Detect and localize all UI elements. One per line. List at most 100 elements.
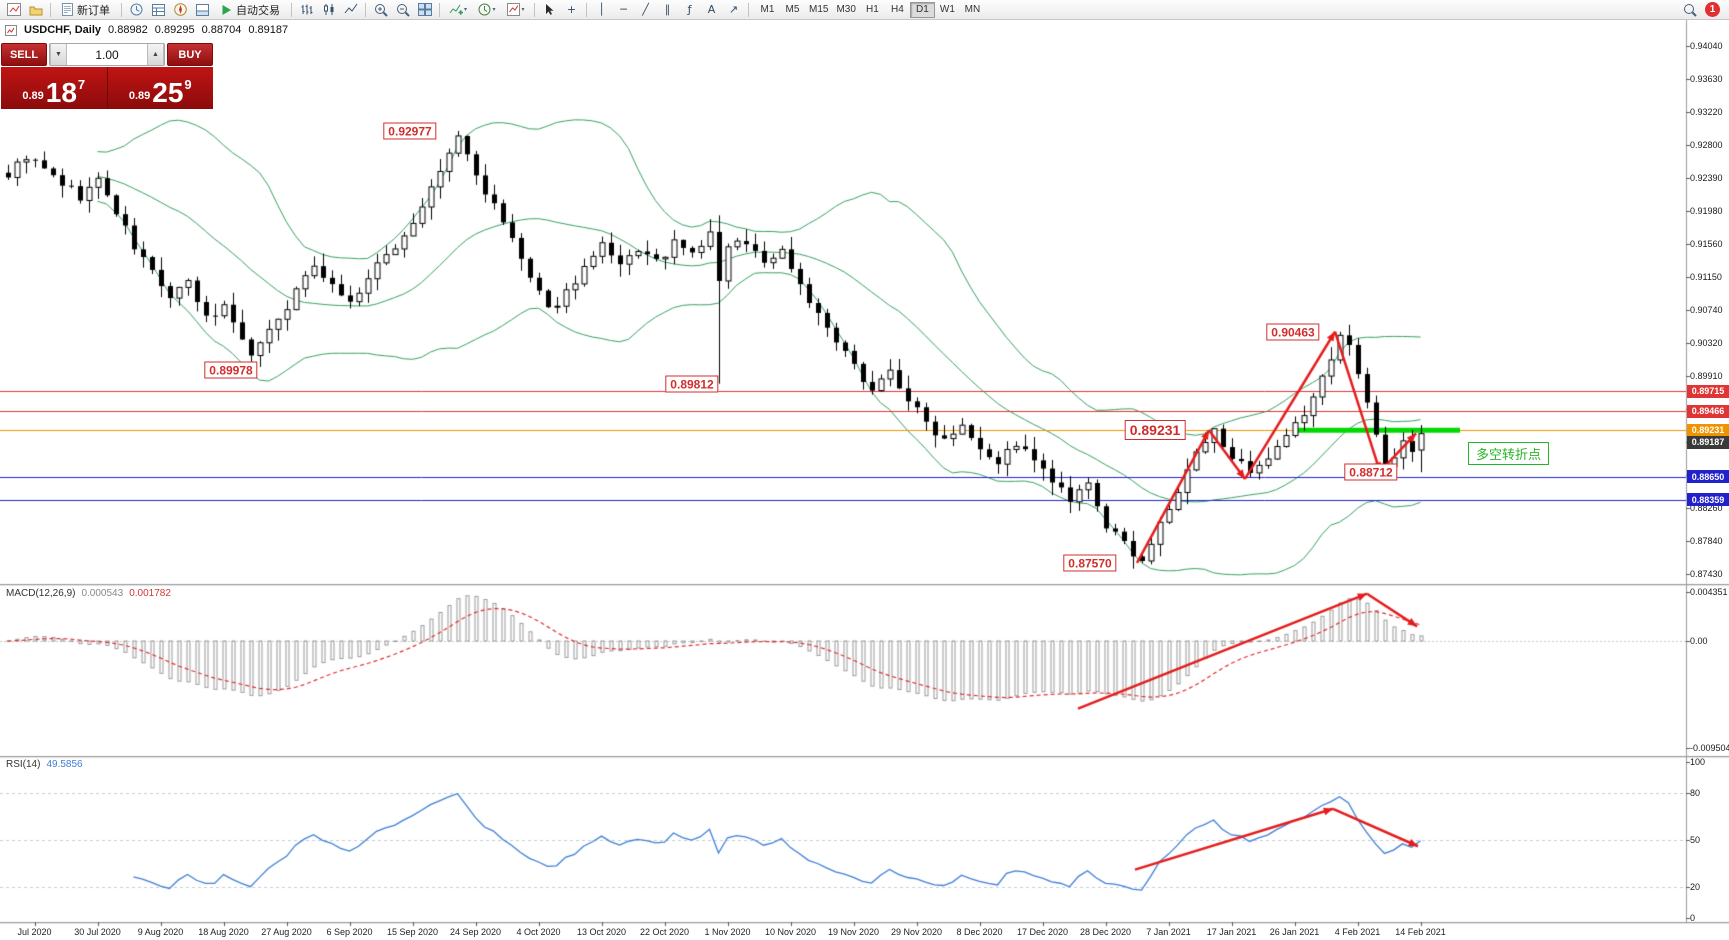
timeframe-button-mn[interactable]: MN xyxy=(960,2,985,18)
notification-badge[interactable]: 1 xyxy=(1705,2,1720,17)
price-axis-tick: 0.91150 xyxy=(1690,271,1722,282)
time-axis-label: 19 Nov 2020 xyxy=(827,927,880,937)
buy-price-display[interactable]: 0.89 25 9 xyxy=(107,67,213,109)
price-callout: 0.88712 xyxy=(1344,463,1398,481)
hline-price-tag: 0.89715 xyxy=(1687,384,1729,398)
ohlc-close-value: 0.89187 xyxy=(248,24,289,36)
timeframe-button-w1[interactable]: W1 xyxy=(935,2,960,18)
sell-button[interactable]: SELL xyxy=(1,43,47,66)
equidistant-channel-icon[interactable]: ∥ xyxy=(664,3,671,16)
time-axis-label: 28 Dec 2020 xyxy=(1079,927,1132,937)
chevron-down-icon: ▾ xyxy=(521,6,525,13)
terminal-icon[interactable] xyxy=(192,1,213,18)
price-axis-tick: 0.89910 xyxy=(1690,370,1723,381)
price-callout: 0.89978 xyxy=(204,361,258,379)
time-axis-label: 4 Oct 2020 xyxy=(516,927,561,937)
rsi-value: 49.5856 xyxy=(46,759,83,770)
navigator-icon[interactable] xyxy=(170,1,191,18)
price-callout: 0.87570 xyxy=(1063,554,1117,572)
vertical-line-icon[interactable]: │ xyxy=(598,3,605,16)
search-icon[interactable] xyxy=(1679,1,1700,18)
volume-decrease-button[interactable]: ▼ xyxy=(50,44,67,65)
price-axis-tick: 0.91980 xyxy=(1690,205,1723,216)
sell-price-display[interactable]: 0.89 18 7 xyxy=(1,67,108,109)
cursor-icon[interactable] xyxy=(539,1,560,18)
price-callout: 0.89812 xyxy=(665,375,719,393)
price-axis-tick: 0.94040 xyxy=(1690,41,1723,51)
rsi-axis-tick: 50 xyxy=(1690,835,1701,845)
timeframe-toolbar: M1 M5 M15 M30 H1 H4 D1 W1 MN xyxy=(755,1,985,18)
price-axis-tick: 0.90740 xyxy=(1690,304,1723,315)
chevron-down-icon: ▾ xyxy=(463,6,467,13)
macd-indicator-label: MACD(12,26,9) 0.000543 0.001782 xyxy=(6,588,171,599)
new-order-label: 新订单 xyxy=(77,4,110,17)
timeframe-button-m15[interactable]: M15 xyxy=(805,2,832,18)
buy-button[interactable]: BUY xyxy=(167,43,213,66)
volume-increase-button[interactable]: ▲ xyxy=(147,44,164,65)
buy-price-prefix: 0.89 xyxy=(128,90,151,102)
time-axis-label: 13 Oct 2020 xyxy=(576,927,627,937)
rsi-axis-tick: 20 xyxy=(1690,881,1701,892)
sell-price-prefix: 0.89 xyxy=(22,90,44,102)
sell-price-pip: 7 xyxy=(77,77,86,92)
bar-chart-icon[interactable] xyxy=(296,1,317,18)
horizontal-line-icon[interactable]: ─ xyxy=(620,3,627,16)
new-chart-icon[interactable] xyxy=(3,1,24,18)
toolbar-separator xyxy=(121,2,122,17)
time-axis-label: 10 Nov 2020 xyxy=(764,927,817,937)
macd-name: MACD(12,26,9) xyxy=(6,588,76,599)
price-callout: 0.92977 xyxy=(383,122,437,140)
volume-input[interactable] xyxy=(67,44,147,65)
time-axis-label: 14 Feb 2021 xyxy=(1395,927,1446,937)
timeframe-button-d1[interactable]: D1 xyxy=(909,1,935,18)
price-axis-tick: 0.92390 xyxy=(1690,172,1723,183)
one-click-trading-panel: SELL ▼ ▲ BUY 0.89 18 7 0.89 25 9 xyxy=(1,43,213,109)
time-axis-label: 7 Jan 2021 xyxy=(1146,927,1191,937)
hline-price-tag: 0.89231 xyxy=(1687,423,1729,437)
zoom-in-icon[interactable] xyxy=(370,1,391,18)
profiles-icon[interactable] xyxy=(25,1,46,18)
line-chart-icon[interactable] xyxy=(340,1,361,18)
price-axis-tick: 0.87430 xyxy=(1690,569,1723,579)
autotrading-button[interactable]: 自动交易 xyxy=(214,1,287,19)
candlestick-chart-icon[interactable] xyxy=(318,1,339,18)
text-label-icon[interactable]: A xyxy=(707,3,716,16)
market-watch-icon[interactable] xyxy=(126,1,147,18)
time-axis-label: Jul 2020 xyxy=(17,927,52,937)
time-axis-label: 22 Oct 2020 xyxy=(639,927,690,937)
indicators-menu-button[interactable]: ▾ xyxy=(444,1,472,18)
rsi-name: RSI(14) xyxy=(6,759,41,770)
turning-point-note: 多空转折点 xyxy=(1468,442,1550,465)
zoom-out-icon[interactable] xyxy=(392,1,413,18)
time-axis-label: 6 Sep 2020 xyxy=(326,927,373,937)
chevron-down-icon: ▾ xyxy=(492,6,496,13)
main-toolbar: 新订单 自动交易 ▾ ▾ ▾ + │ ─ ╱ ∥ ƒ A ↗ M1 M5 M15 M3… xyxy=(0,0,1729,20)
macd-axis-tick: 0.00 xyxy=(1690,635,1708,646)
price-axis-tick: 0.88260 xyxy=(1690,502,1723,513)
time-axis-label: 8 Dec 2020 xyxy=(956,927,1003,937)
macd-axis-tick: 0.004351 xyxy=(1690,587,1728,597)
templates-menu-button[interactable]: ▾ xyxy=(502,1,530,18)
timeframe-button-m30[interactable]: M30 xyxy=(832,2,859,18)
fibonacci-icon[interactable]: ƒ xyxy=(687,3,692,16)
timeframe-button-h1[interactable]: H1 xyxy=(860,2,885,18)
data-window-icon[interactable] xyxy=(148,1,169,18)
toolbar-separator xyxy=(439,2,440,17)
price-axis-tick: 0.87840 xyxy=(1690,536,1723,547)
periods-menu-button[interactable]: ▾ xyxy=(473,1,501,18)
toolbar-separator xyxy=(365,2,366,17)
toolbar-separator xyxy=(50,2,51,17)
time-axis-label: 4 Feb 2021 xyxy=(1334,927,1381,937)
crosshair-icon[interactable]: + xyxy=(566,3,577,16)
price-axis-tick: 0.93220 xyxy=(1690,106,1723,117)
new-order-button[interactable]: 新订单 xyxy=(55,1,117,19)
timeframe-button-h4[interactable]: H4 xyxy=(885,2,910,18)
price-callout: 0.89231 xyxy=(1124,420,1186,441)
tile-windows-icon[interactable] xyxy=(414,1,435,18)
timeframe-button-m1[interactable]: M1 xyxy=(755,2,780,18)
trendline-icon[interactable]: ╱ xyxy=(642,3,649,16)
autotrading-label: 自动交易 xyxy=(236,4,280,17)
timeframe-button-m5[interactable]: M5 xyxy=(780,2,805,18)
arrow-object-icon[interactable]: ↗ xyxy=(728,3,739,16)
